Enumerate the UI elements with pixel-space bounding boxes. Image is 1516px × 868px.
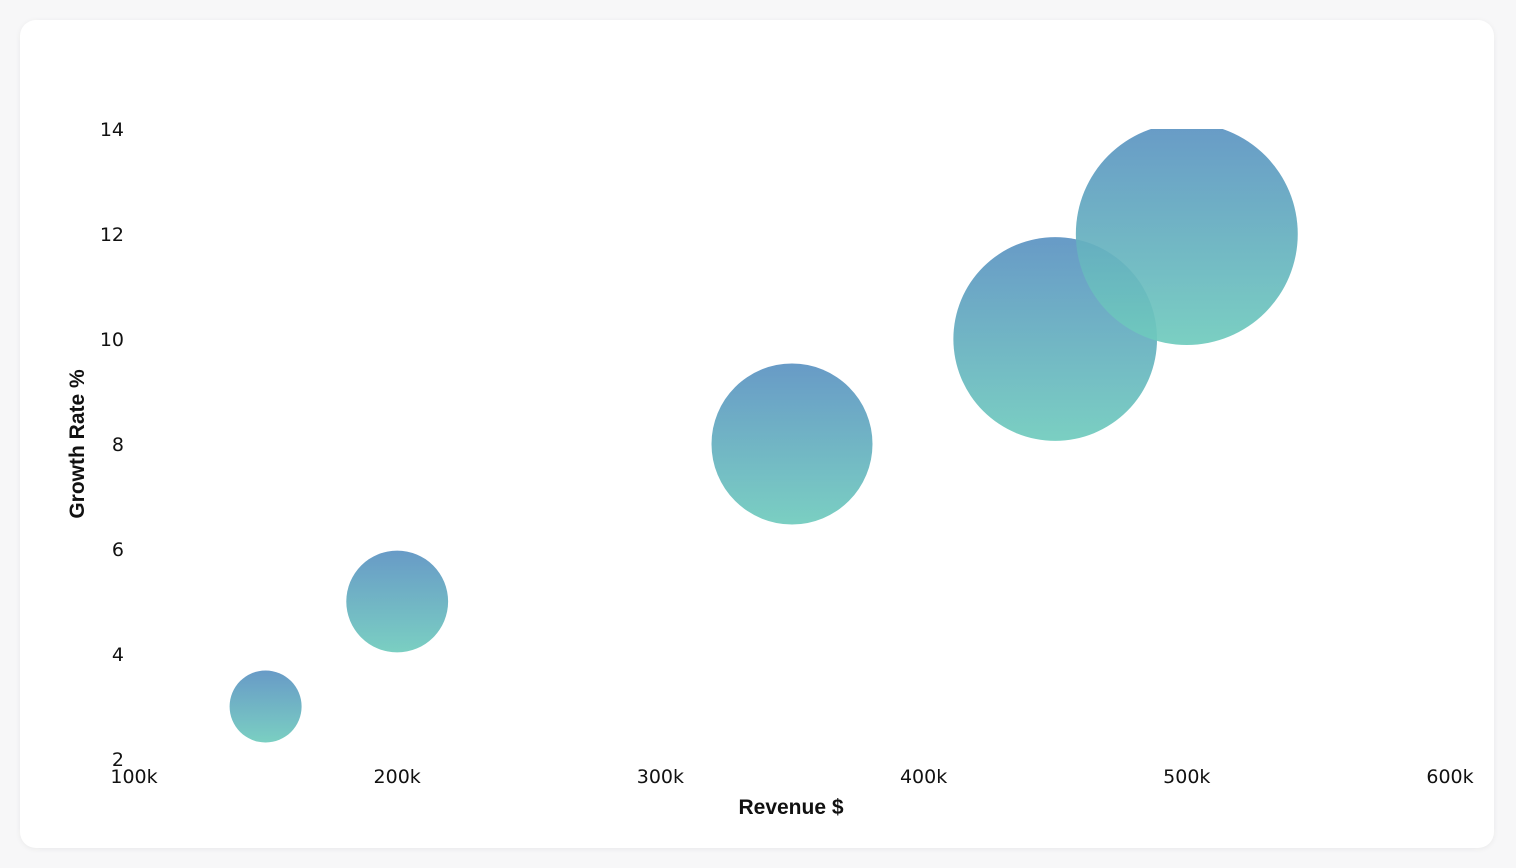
y-tick-label: 2 [112, 749, 124, 771]
y-tick-label: 10 [100, 329, 124, 351]
y-tick-label: 14 [100, 119, 124, 141]
bubble-series [229, 123, 1298, 743]
x-axis-ticks: 100k 200k 300k 400k 500k 600k [110, 766, 1473, 788]
y-tick-label: 8 [112, 434, 124, 456]
bubble[interactable] [1075, 123, 1298, 345]
x-axis-label: Revenue $ [738, 796, 843, 819]
y-tick-label: 12 [100, 224, 124, 246]
y-axis-label: Growth Rate % [66, 369, 89, 519]
bubble[interactable] [229, 670, 302, 743]
bubble[interactable] [711, 363, 873, 525]
x-tick-label: 500k [1163, 766, 1210, 788]
bubble[interactable] [346, 550, 449, 653]
x-tick-label: 200k [374, 766, 421, 788]
x-tick-label: 400k [900, 766, 947, 788]
x-tick-label: 300k [637, 766, 684, 788]
y-tick-label: 6 [112, 539, 124, 561]
x-tick-label: 100k [110, 766, 157, 788]
y-axis-ticks: 2 4 6 8 10 12 14 [100, 119, 124, 771]
y-tick-label: 4 [112, 644, 124, 666]
x-tick-label: 600k [1426, 766, 1473, 788]
